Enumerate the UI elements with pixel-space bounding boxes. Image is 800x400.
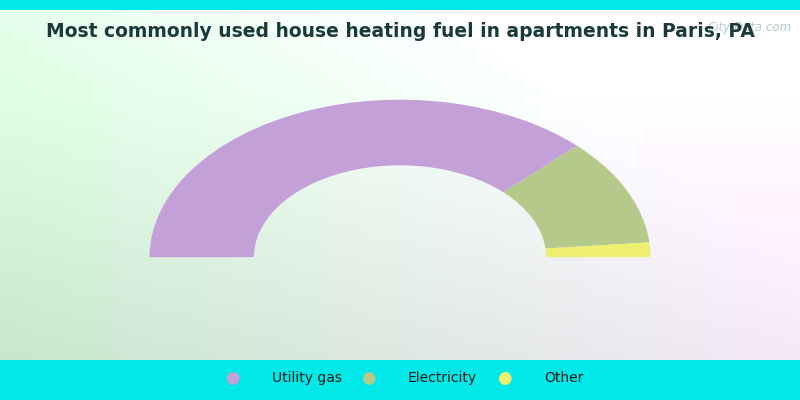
Text: ●: ● <box>225 369 239 387</box>
Text: Utility gas: Utility gas <box>272 371 342 385</box>
Wedge shape <box>546 242 650 257</box>
Text: City-Data.com: City-Data.com <box>708 20 792 34</box>
Text: ●: ● <box>361 369 375 387</box>
Text: Other: Other <box>544 371 583 385</box>
Wedge shape <box>503 146 650 248</box>
Text: Electricity: Electricity <box>408 371 477 385</box>
Wedge shape <box>150 100 577 257</box>
Text: ●: ● <box>497 369 511 387</box>
Text: Most commonly used house heating fuel in apartments in Paris, PA: Most commonly used house heating fuel in… <box>46 22 754 41</box>
